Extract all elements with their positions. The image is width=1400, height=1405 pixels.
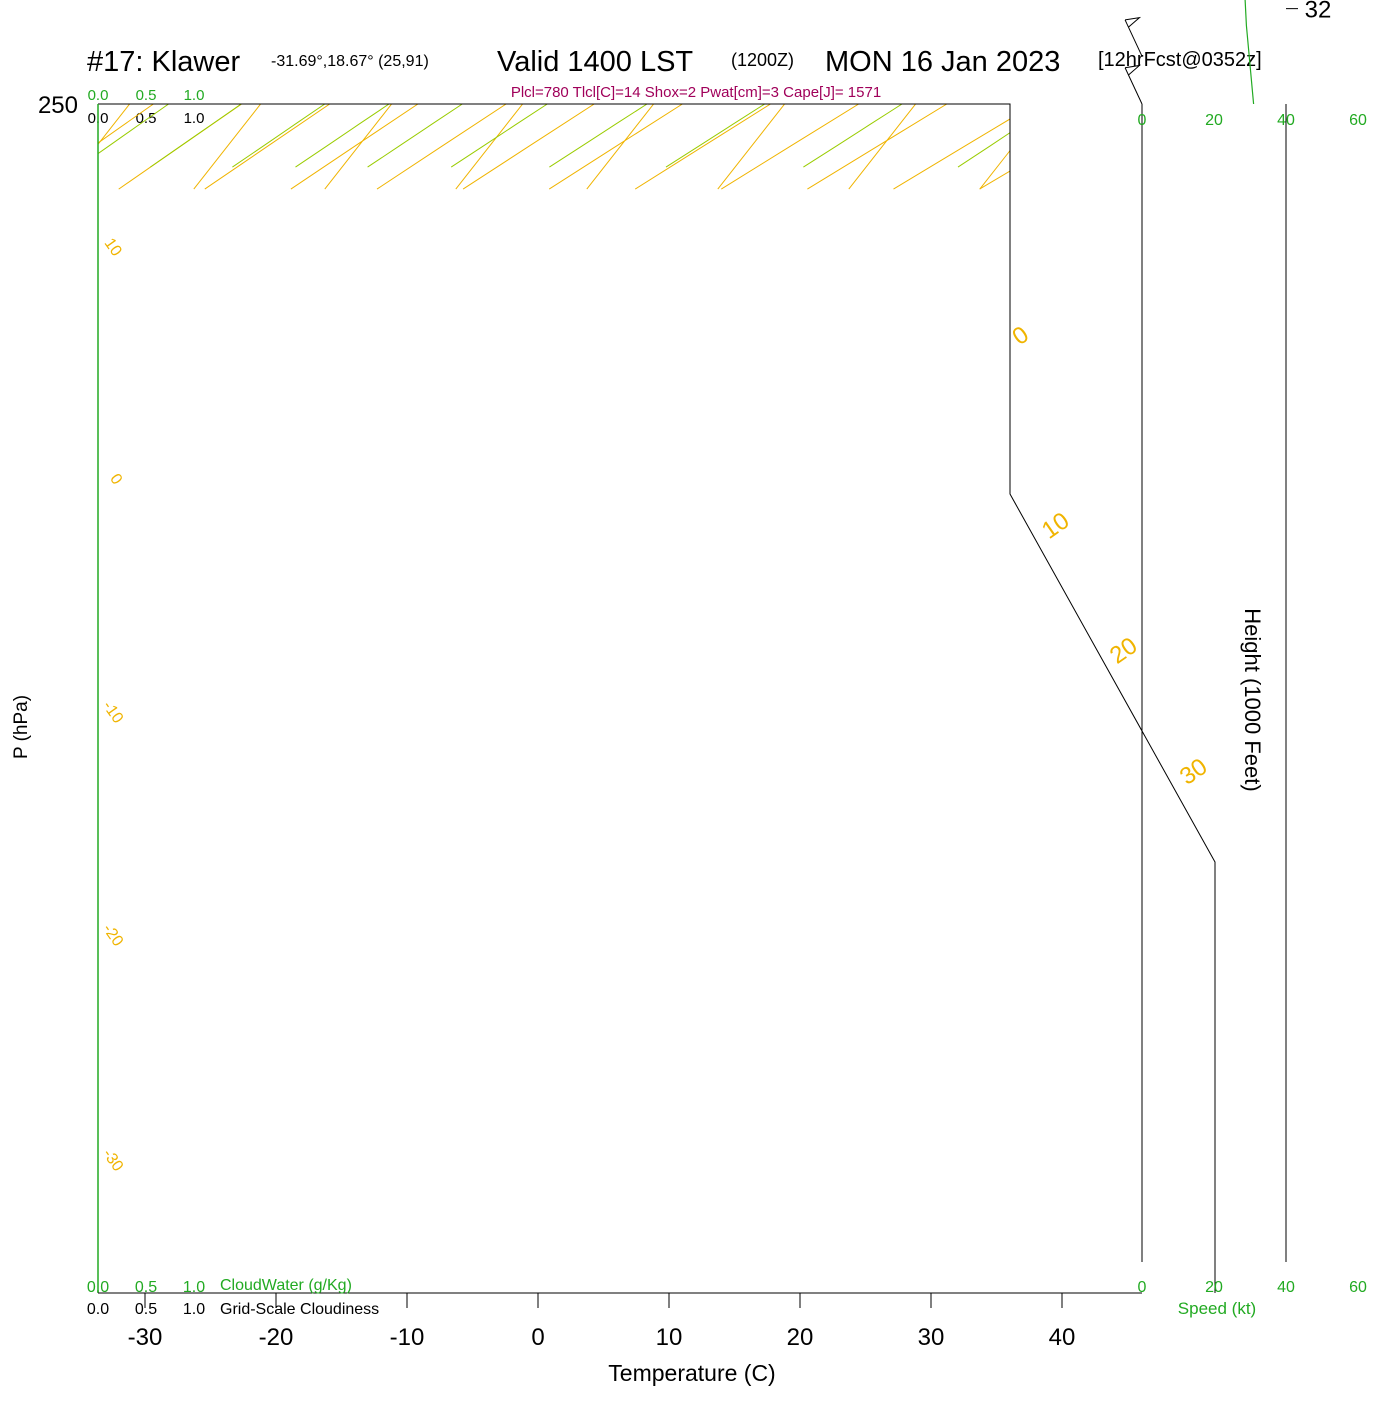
speed-tick-label-top: 0	[1138, 112, 1147, 129]
moist-adiabat-line	[803, 0, 1400, 167]
cloudiness-tick: 1.0	[183, 1301, 205, 1318]
utc-time: (1200Z)	[731, 50, 794, 70]
dry-adiabat-line	[894, 0, 1400, 189]
isotherm-label: 10	[1037, 507, 1074, 544]
temperature-tick-label: -30	[128, 1324, 163, 1351]
valid-time: Valid 1400 LST	[497, 46, 693, 78]
isotherm-line	[1111, 0, 1400, 189]
station-coords: -31.69°,18.67° (25,91)	[271, 53, 429, 70]
isotherm-label: 0	[106, 471, 125, 488]
cloud-water-tick: 0.0	[88, 87, 109, 104]
isotherm-label: 0	[1007, 321, 1033, 351]
pressure-tick-label: 250	[38, 92, 78, 119]
temperature-tick-label: 0	[531, 1324, 544, 1351]
moist-adiabat-line	[1113, 0, 1400, 167]
cloudiness-tick: 1.0	[184, 110, 205, 127]
isotherm-label: -30	[99, 1146, 126, 1175]
isotherm-label: 20	[1105, 632, 1142, 669]
cloudiness-tick: 0.0	[87, 1301, 109, 1318]
height-tick-label: 32	[1305, 0, 1332, 24]
pressure-ticks: 2503004005007008501000	[25, 0, 78, 119]
valid-date: MON 16 Jan 2023	[825, 46, 1060, 78]
cloud-water-tick: 0.5	[136, 87, 157, 104]
speed-tick-label-bottom: 0	[1138, 1279, 1147, 1296]
cloud-water-scale-bottom: 0.0 0.5 1.0 CloudWater (g/Kg) 0.0 0.5 1.…	[87, 1277, 379, 1318]
cloud-water-tick: 0.5	[135, 1279, 157, 1296]
speed-tick-label-bottom: 40	[1277, 1279, 1295, 1296]
height-axis-label: Height (1000 Feet)	[1240, 608, 1265, 791]
cloud-water-tick: 1.0	[184, 87, 205, 104]
cloud-water-tick: 0.0	[87, 1279, 109, 1296]
dry-adiabat-line	[807, 0, 1400, 189]
dry-adiabat-line	[1238, 0, 1400, 189]
wind-barb-shaft	[1125, 68, 1142, 104]
temperature-tick-label: -20	[259, 1324, 294, 1351]
isotherm-label: 10	[101, 235, 125, 259]
cloudiness-label: Grid-Scale Cloudiness	[220, 1301, 379, 1318]
wind-barb-flag	[1125, 18, 1139, 28]
station-title: #17: Klawer	[87, 46, 240, 78]
speed-tick-label-top: 40	[1277, 112, 1295, 129]
speed-tick-label-top: 60	[1349, 112, 1367, 129]
indices-line: Plcl=780 Tlcl[C]=14 Shox=2 Pwat[cm]=3 Ca…	[511, 84, 881, 101]
speed-tick-label-top: 20	[1205, 112, 1223, 129]
isotherm-labels: -30 -20 -10 0 10 0 10 20 30	[99, 235, 1212, 1175]
dry-adiabat-line	[1324, 0, 1400, 189]
speed-tick-label-bottom: 60	[1349, 1279, 1367, 1296]
isotherm-label: -20	[99, 921, 126, 950]
isotherm-line	[849, 0, 1400, 189]
speed-axis-label: Speed (kt)	[1178, 1299, 1256, 1318]
temperature-tick-label: -10	[390, 1324, 425, 1351]
isotherm-label: -10	[99, 698, 126, 727]
cloud-water-label: CloudWater (g/Kg)	[220, 1277, 352, 1294]
cloud-water-scale-top: 0.0 0.5 1.0 0.0 0.5 1.0	[88, 87, 205, 127]
temperature-tick-label: 20	[787, 1324, 814, 1351]
plot-frame	[98, 104, 1215, 1293]
isotherm-line	[980, 0, 1400, 189]
cloudiness-tick: 0.5	[135, 1301, 157, 1318]
forecast-label: [12hrFcst@0352z]	[1098, 49, 1262, 71]
wind-barb	[1125, 65, 1142, 104]
temperature-tick-label: 30	[918, 1324, 945, 1351]
moist-adiabat-line	[958, 0, 1400, 167]
x-axis-label: Temperature (C)	[608, 1360, 775, 1386]
height-axis: 02468101214161820222426283032	[1286, 0, 1331, 24]
dry-adiabat-line	[1066, 0, 1400, 189]
dry-adiabat-line	[1152, 0, 1400, 189]
isotherm-label: 30	[1175, 753, 1212, 790]
speed-tick-label-bottom: 20	[1205, 1279, 1223, 1296]
y-axis-label: P (hPa)	[11, 695, 32, 759]
temperature-tick-label: 10	[656, 1324, 683, 1351]
isotherm-line	[1373, 0, 1400, 189]
cloud-water-tick: 1.0	[183, 1279, 205, 1296]
temperature-tick-label: 40	[1049, 1324, 1076, 1351]
dry-adiabat-line	[980, 0, 1400, 189]
isotherm-line	[1242, 0, 1400, 189]
